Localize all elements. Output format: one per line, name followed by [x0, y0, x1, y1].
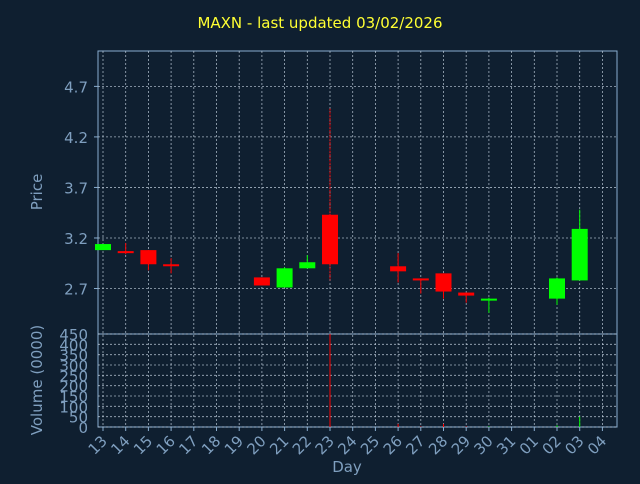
volume-tick-label: 400 [59, 336, 88, 354]
candle-body [412, 278, 429, 281]
volume-axis-label: Volume (0000) [28, 325, 46, 435]
candle-body [435, 273, 452, 292]
candle-body [549, 278, 565, 299]
price-tick-label: 3.2 [64, 230, 88, 248]
price-tick-label: 3.7 [64, 179, 88, 197]
volume-tick-label: 350 [59, 347, 88, 365]
x-tick-label: 04 [584, 432, 610, 458]
price-tick-label: 2.7 [64, 281, 88, 299]
candle-body [390, 266, 407, 272]
price-axis-label: Price [28, 174, 46, 211]
candle-body [322, 214, 338, 265]
candle-body [458, 292, 475, 296]
volume-tick-label: 100 [59, 398, 88, 416]
volume-tick-label: 0 [78, 419, 88, 437]
x-axis-label: Day [332, 458, 362, 476]
volume-tick-label: 50 [69, 409, 88, 427]
volume-tick-label: 250 [59, 367, 88, 385]
candle-body [95, 244, 111, 251]
candle-body [571, 228, 588, 281]
candle-body [276, 268, 293, 288]
volume-tick-label: 300 [59, 357, 88, 375]
price-tick-label: 4.2 [64, 129, 88, 147]
candle-body [299, 262, 316, 269]
volume-panel-frame [97, 333, 618, 428]
candle-body [253, 277, 270, 286]
price-tick-label: 4.7 [64, 78, 88, 96]
candle-body [140, 250, 157, 265]
volume-tick-label: 150 [59, 388, 88, 406]
price-panel-frame [97, 50, 618, 335]
volume-tick-label: 200 [59, 378, 88, 396]
candle-body [117, 251, 134, 254]
chart-title: MAXN - last updated 03/02/2026 [197, 14, 443, 32]
candle-body [480, 298, 497, 301]
volume-tick-label: 450 [59, 326, 88, 344]
candle-body [163, 264, 180, 267]
